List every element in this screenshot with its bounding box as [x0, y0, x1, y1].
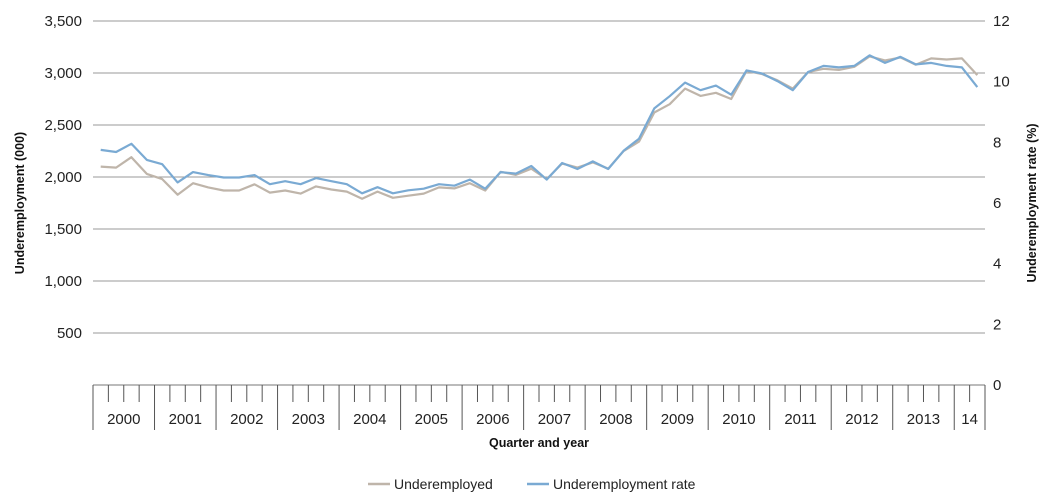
right-tick-label: 2 [993, 316, 1001, 333]
series-line-underemployment-rate [100, 54, 979, 195]
series-lines [100, 54, 979, 200]
left-tick-label: 1,000 [44, 273, 82, 290]
right-tick-label: 0 [993, 377, 1001, 394]
year-label: 14 [961, 411, 978, 428]
year-label: 2000 [107, 411, 140, 428]
year-label: 2012 [845, 411, 878, 428]
x-axis: 2000 2001 2002 2003 2004 2005 2006 2007 2008 2009… [92, 385, 986, 430]
left-tick-label: 500 [57, 325, 82, 342]
left-axis-ticks: 500 1,000 1,500 2,000 2,500 3,000 3,500 [44, 13, 82, 342]
year-label: 2008 [599, 411, 632, 428]
year-label: 2001 [169, 411, 202, 428]
year-label: 2006 [476, 411, 509, 428]
left-tick-label: 2,000 [44, 169, 82, 186]
legend-label-underemployment-rate: Underemployment rate [553, 476, 696, 492]
year-label: 2011 [784, 411, 816, 428]
right-tick-label: 10 [993, 74, 1010, 91]
year-label: 2004 [353, 411, 386, 428]
year-label: 2005 [415, 411, 448, 428]
legend: Underemployed Underemployment rate [368, 476, 696, 492]
right-tick-label: 4 [993, 256, 1001, 273]
right-tick-label: 12 [993, 13, 1010, 30]
year-label: 2009 [661, 411, 694, 428]
year-label: 2003 [292, 411, 325, 428]
x-axis-title: Quarter and year [489, 436, 589, 450]
gridlines [93, 20, 985, 386]
right-tick-label: 8 [993, 134, 1001, 151]
left-tick-label: 3,500 [44, 13, 82, 30]
year-label: 2010 [722, 411, 755, 428]
left-tick-label: 1,500 [44, 221, 82, 238]
left-tick-label: 2,500 [44, 117, 82, 134]
left-axis-title: Underemployment (000) [13, 132, 27, 274]
year-label: 2013 [907, 411, 940, 428]
year-label: 2007 [538, 411, 571, 428]
right-axis-ticks: 0 2 4 6 8 10 12 [993, 13, 1010, 394]
left-tick-label: 3,000 [44, 65, 82, 82]
legend-label-underemployed: Underemployed [394, 476, 493, 492]
right-axis-title: Underemployment rate (%) [1025, 123, 1039, 282]
year-label: 2002 [230, 411, 263, 428]
right-tick-label: 6 [993, 195, 1001, 212]
